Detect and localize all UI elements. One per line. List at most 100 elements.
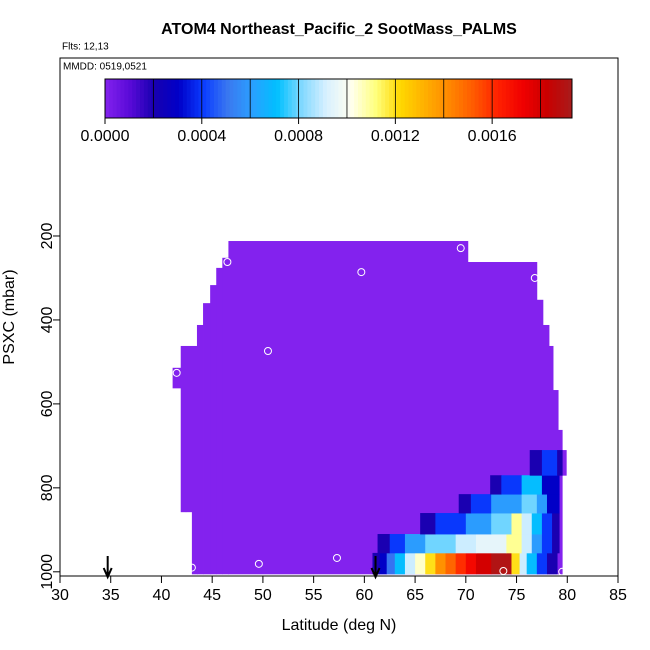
colorbar-swatch [463, 79, 468, 118]
colorbar-swatch [564, 79, 569, 118]
arrow-marker [370, 556, 381, 580]
colorbar-swatch [439, 79, 445, 118]
colorbar-swatch [389, 79, 394, 118]
colorbar-swatch [225, 79, 231, 118]
colorbar-swatch [466, 79, 472, 118]
colorbar-swatch [443, 79, 448, 118]
cell [470, 494, 492, 514]
flight-point [263, 347, 272, 356]
colorbar-swatch [182, 79, 188, 118]
x-tick-label: 50 [254, 587, 272, 604]
colorbar-swatch [287, 79, 293, 118]
flight-point [563, 441, 572, 450]
cell [465, 513, 492, 535]
cell [465, 552, 477, 575]
cell [557, 450, 563, 476]
colorbar-swatch [186, 79, 192, 118]
colorbar-tick-label: 0.0008 [274, 128, 323, 145]
colorbar-swatch [420, 79, 425, 118]
x-tick-label: 60 [355, 587, 373, 604]
colorbar-swatch [124, 79, 129, 118]
colorbar-swatch [326, 79, 332, 118]
cell [435, 552, 446, 575]
x-tick-label: 55 [305, 587, 323, 604]
colorbar-swatch [470, 79, 476, 118]
colorbar-swatch [517, 79, 522, 118]
x-tick-label: 70 [457, 587, 475, 604]
cell [521, 534, 533, 554]
y-tick-label: 400 [39, 306, 56, 333]
colorbar-swatch [198, 79, 203, 118]
y-tick-label: 200 [39, 223, 56, 250]
cell [536, 494, 548, 514]
cell [491, 494, 523, 514]
colorbar-swatch [412, 79, 417, 118]
colorbar-swatch [350, 79, 355, 118]
colorbar-tick-label: 0.0012 [371, 128, 420, 145]
cell [491, 552, 512, 575]
colorbar-swatch [501, 79, 507, 118]
colorbar-swatch [338, 79, 343, 118]
colorbar-swatch [357, 79, 363, 118]
colorbar-swatch [482, 79, 487, 118]
colorbar-swatch [171, 79, 176, 118]
cell [541, 513, 553, 535]
cell [546, 552, 558, 575]
colorbar-swatch [315, 79, 320, 118]
colorbar-frame [104, 78, 573, 119]
colorbar-swatch [416, 79, 421, 118]
cell [415, 552, 426, 575]
colorbar-swatch [369, 79, 375, 118]
flight-point [172, 368, 181, 377]
colorbar-swatch [396, 79, 402, 118]
cell [529, 450, 543, 476]
colorbar-swatch [334, 79, 339, 118]
colorbar-swatch [159, 79, 164, 118]
colorbar-swatch [175, 79, 180, 118]
colorbar-swatch [540, 79, 546, 118]
colorbar-swatch [521, 79, 526, 118]
flight-point [456, 244, 465, 253]
colorbar-swatch [206, 79, 211, 118]
colorbar-swatch [276, 79, 281, 118]
cell [558, 429, 563, 575]
cell [531, 534, 543, 554]
colorbar-swatch [498, 79, 503, 118]
colorbar-swatch [556, 79, 561, 118]
cell [536, 299, 544, 575]
cell [541, 475, 560, 495]
x-tick-label: 85 [609, 587, 627, 604]
colorbar-swatch [428, 79, 433, 118]
cell [541, 534, 553, 554]
cell [519, 552, 528, 575]
colorbar-swatch [303, 79, 308, 118]
colorbar-swatch [116, 79, 122, 118]
colorbar-swatch [252, 79, 258, 118]
cell [562, 450, 567, 476]
colorbar-swatch [354, 79, 359, 118]
cell [511, 552, 520, 575]
cell [455, 552, 467, 575]
colorbar-swatch [505, 79, 511, 118]
cell [435, 513, 467, 535]
colorbar-swatch [299, 79, 304, 118]
colorbar-swatch [346, 79, 351, 118]
cell [185, 345, 193, 513]
cell [210, 285, 217, 575]
colorbar-swatch [221, 79, 227, 118]
cell [511, 513, 523, 535]
flight-point [357, 268, 366, 277]
cell [490, 475, 502, 495]
cell [455, 534, 477, 554]
colorbar-swatch [568, 79, 573, 118]
chart-title: ATOM4 Northeast_Pacific_2 SootMass_PALMS [161, 21, 517, 38]
colorbar-swatch [533, 79, 538, 118]
cell [216, 267, 223, 575]
colorbar-swatch [256, 79, 262, 118]
colorbar-swatch [264, 79, 269, 118]
colorbar-swatch [233, 79, 238, 118]
colorbar-swatch [307, 79, 312, 118]
y-tick-label: 1000 [39, 554, 56, 590]
colorbar-swatch [143, 79, 149, 118]
colorbar-swatch [280, 79, 285, 118]
